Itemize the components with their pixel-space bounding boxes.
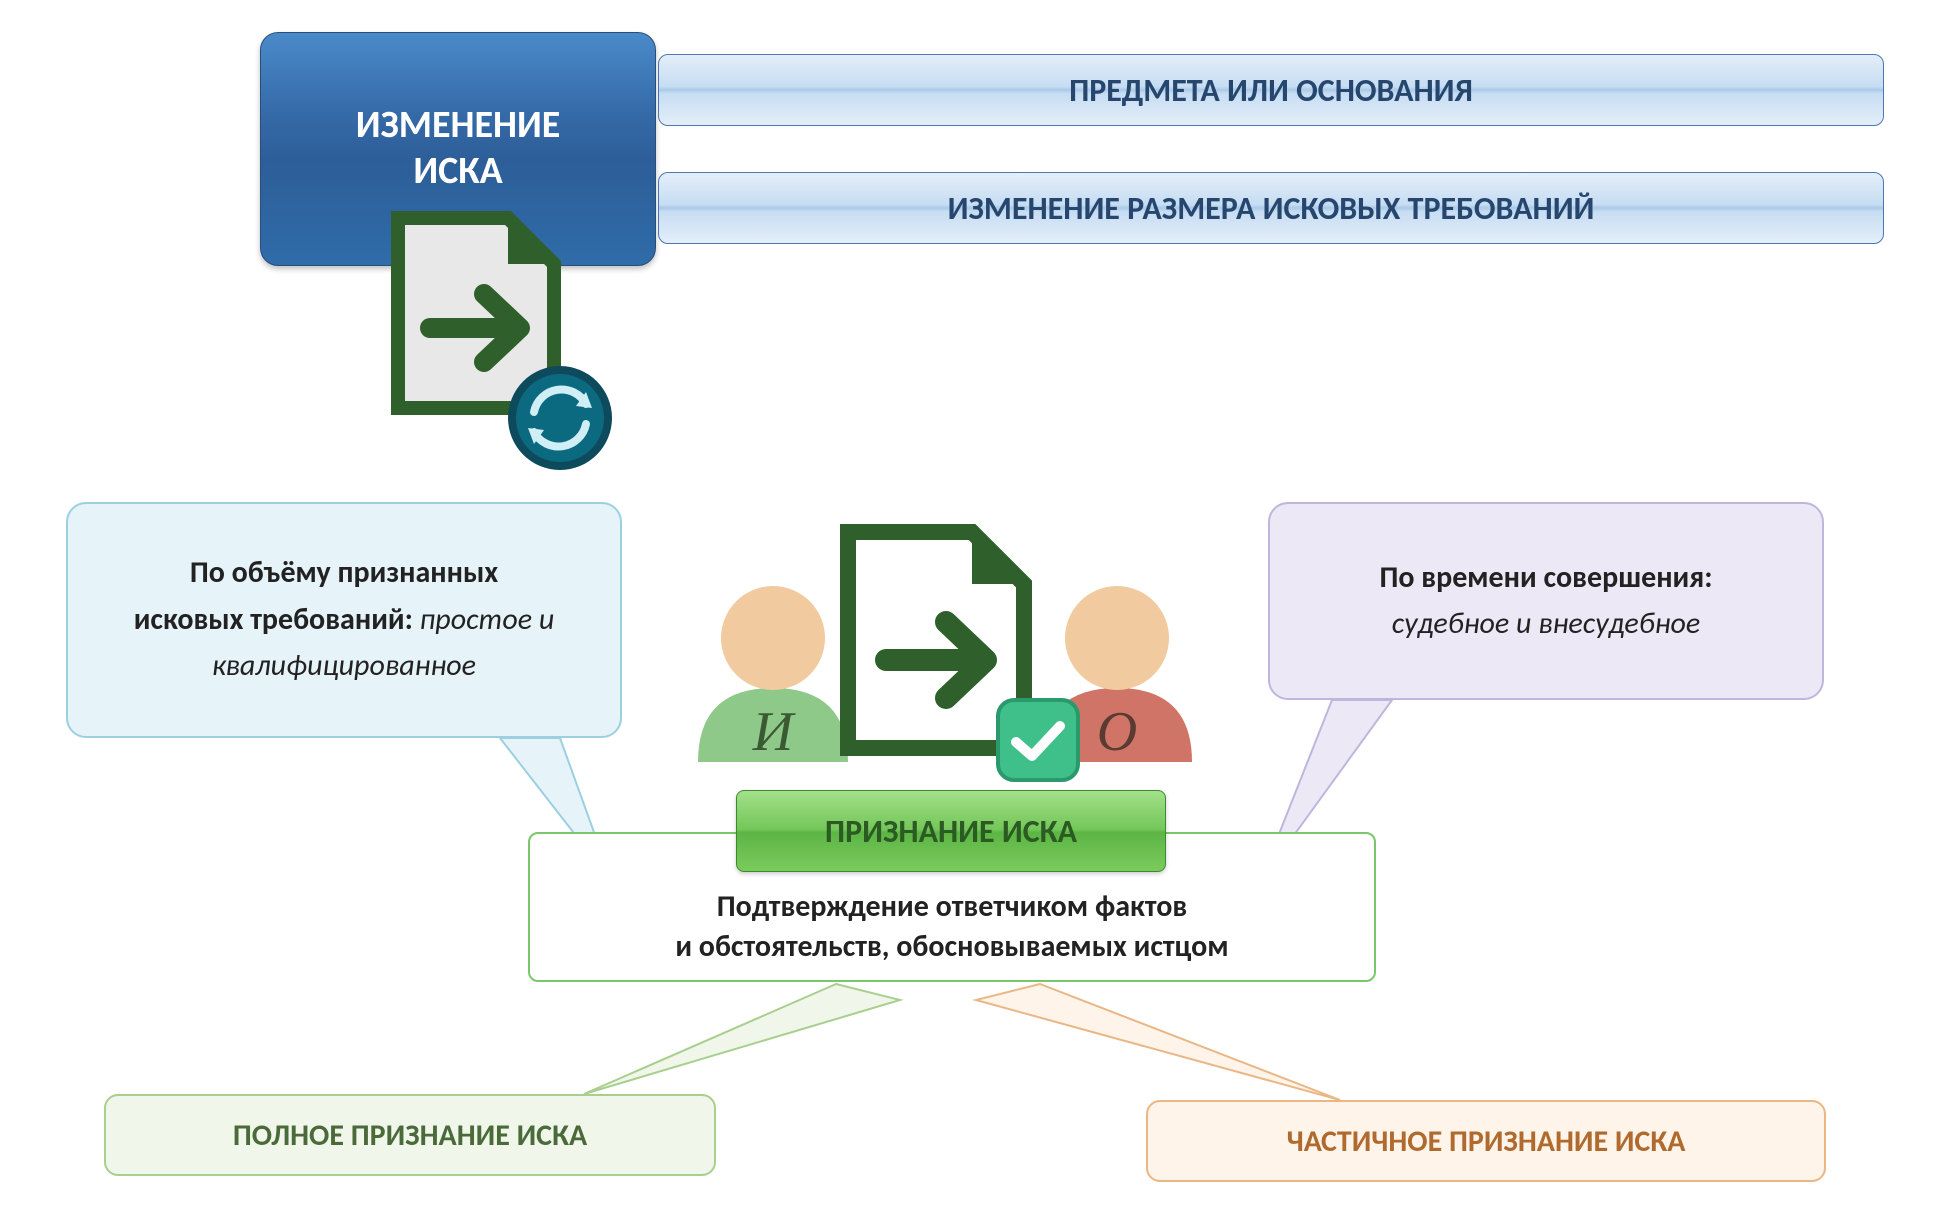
partial-recognition-pill: ЧАСТИЧНОЕ ПРИЗНАНИЕ ИСКА <box>1146 1100 1826 1182</box>
bottom-right-tail <box>0 0 1949 1227</box>
full-recognition-text: ПОЛНОЕ ПРИЗНАНИЕ ИСКА <box>233 1117 587 1154</box>
partial-recognition-text: ЧАСТИЧНОЕ ПРИЗНАНИЕ ИСКА <box>1287 1123 1686 1160</box>
full-recognition-pill: ПОЛНОЕ ПРИЗНАНИЕ ИСКА <box>104 1094 716 1176</box>
diagram-canvas: ИЗМЕНЕНИЕ ИСКА ПРЕДМЕТА ИЛИ ОСНОВАНИЯ ИЗ… <box>0 0 1949 1227</box>
